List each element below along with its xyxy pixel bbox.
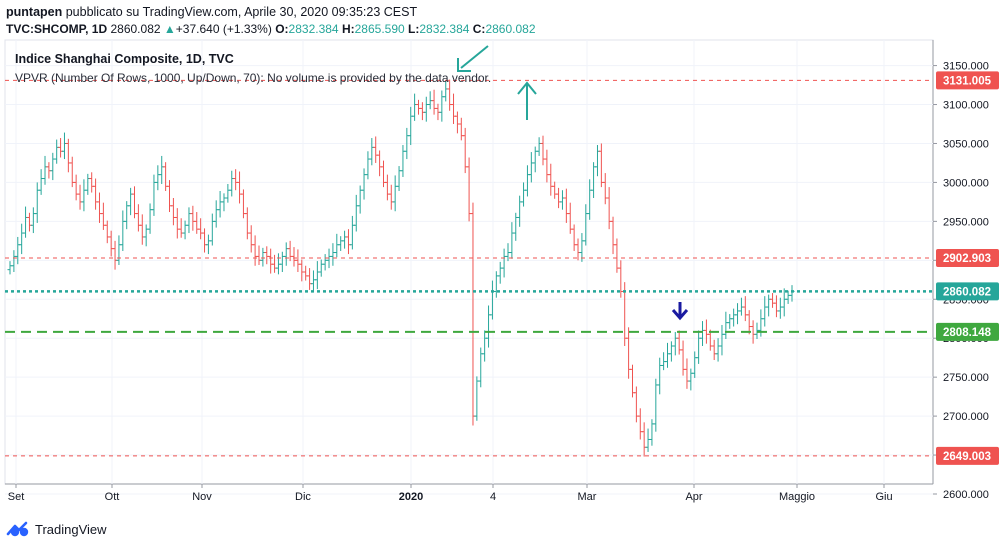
plot-frame <box>4 39 934 485</box>
author-name[interactable]: puntapen <box>6 5 63 19</box>
y-tick-label: 3000.000 <box>943 177 989 189</box>
chart-header: puntapen pubblicato su TradingView.com, … <box>0 0 1007 40</box>
legend-title: Indice Shanghai Composite, 1D, TVC <box>15 52 234 66</box>
arrow-down-head-icon <box>457 58 471 72</box>
price-label-box <box>936 282 999 301</box>
price-label-text: 2649.003 <box>943 451 991 463</box>
arrow-up-head-icon <box>517 81 537 95</box>
y-tick-label: 2700.000 <box>943 411 989 423</box>
price-label-text: 3131.005 <box>943 75 992 87</box>
x-tick-label: Giu <box>875 491 892 503</box>
price-label-box <box>936 249 999 268</box>
ticker-symbol: TVC:SHCOMP, 1D <box>6 22 108 36</box>
tradingview-logo-icon <box>6 521 29 537</box>
x-tick-label: Apr <box>685 491 702 503</box>
close-label: C: <box>472 22 486 36</box>
x-tick-label: Dic <box>295 491 311 503</box>
y-tick-label: 2950.000 <box>943 216 989 228</box>
publish-info: puntapen pubblicato su TradingView.com, … <box>6 5 417 19</box>
price-label-box <box>936 446 999 465</box>
footer-brand[interactable]: TradingView <box>6 518 107 540</box>
x-tick-label: Mar <box>578 491 597 503</box>
high-label: H: <box>341 22 355 36</box>
x-tick-label: 2020 <box>399 491 423 503</box>
brand-name: TradingView <box>35 521 107 537</box>
price-label-text: 2860.082 <box>943 286 991 298</box>
x-tick-label: Nov <box>192 491 212 503</box>
y-tick-label: 2750.000 <box>943 372 989 384</box>
vpvr-indicator-label: VPVR (Number Of Rows, 1000, Up/Down, 70)… <box>15 71 492 85</box>
high-value: 2865.590 <box>354 22 405 36</box>
last-price: 2860.082 <box>110 22 161 36</box>
arrow-down-icon <box>460 45 489 69</box>
price-label-text: 2808.148 <box>943 327 992 339</box>
price-label-box <box>936 71 999 90</box>
blue-arrow-head-icon <box>671 309 689 321</box>
ohlc-line: TVC:SHCOMP, 1D 2860.082 ▲+37.640 (+1.33%… <box>6 22 536 36</box>
low-label: L: <box>408 22 420 36</box>
publish-text: pubblicato su TradingView.com, Aprile 30… <box>62 5 418 19</box>
y-tick-label: 3050.000 <box>943 138 989 150</box>
x-tick-label: Set <box>8 491 25 503</box>
y-tick-label: 3100.000 <box>943 100 989 112</box>
change-up-icon: ▲ <box>163 22 176 36</box>
chart-legend: Indice Shanghai Composite, 1D, TVC VPVR … <box>15 52 491 85</box>
y-tick-label: 2600.000 <box>943 489 989 501</box>
x-tick-label: Maggio <box>779 491 815 503</box>
price-change: +37.640 (+1.33%) <box>175 22 272 36</box>
y-tick-label: 3150.000 <box>943 61 989 73</box>
price-label-text: 2902.903 <box>943 253 991 265</box>
low-value: 2832.384 <box>419 22 470 36</box>
close-value: 2860.082 <box>485 22 536 36</box>
open-label: O: <box>275 22 289 36</box>
open-value: 2832.384 <box>288 22 339 36</box>
price-label-box <box>936 322 999 341</box>
x-tick-label: 4 <box>490 491 496 503</box>
x-tick-label: Ott <box>105 491 120 503</box>
